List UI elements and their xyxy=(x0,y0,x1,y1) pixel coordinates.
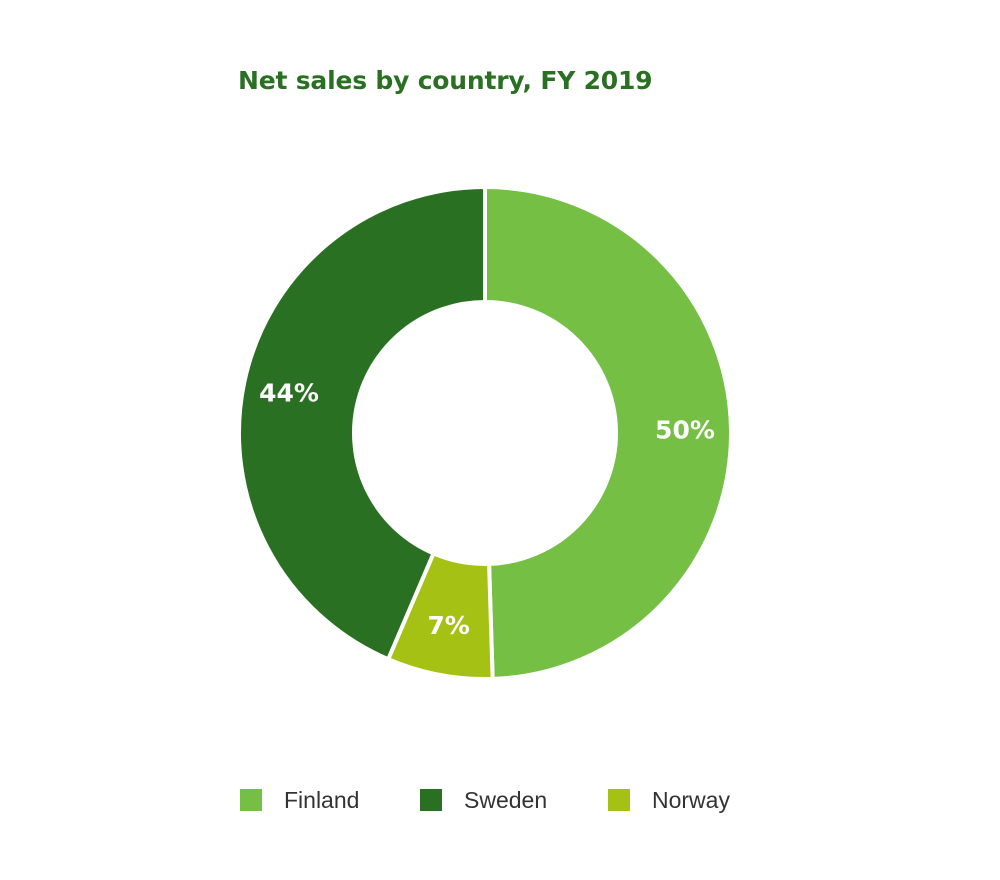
legend-label-norway: Norway xyxy=(652,786,730,813)
legend-label-sweden: Sweden xyxy=(464,786,548,813)
legend-item-norway: Norway xyxy=(608,787,730,814)
slice-label-finland: 50% xyxy=(655,415,715,444)
legend-label-finland: Finland xyxy=(284,786,360,813)
legend-item-finland: Finland xyxy=(240,787,420,814)
slice-sweden xyxy=(237,184,487,662)
slice-label-norway: 7% xyxy=(427,611,469,640)
slice-finland xyxy=(483,184,733,681)
legend-item-sweden: Sweden xyxy=(420,787,608,814)
chart-legend: Finland Sweden Norway xyxy=(240,786,730,814)
slice-label-sweden: 44% xyxy=(259,378,319,407)
chart-title: Net sales by country, FY 2019 xyxy=(238,66,653,95)
legend-swatch-finland xyxy=(240,789,262,811)
legend-swatch-sweden xyxy=(420,789,442,811)
legend-swatch-norway xyxy=(608,789,630,811)
